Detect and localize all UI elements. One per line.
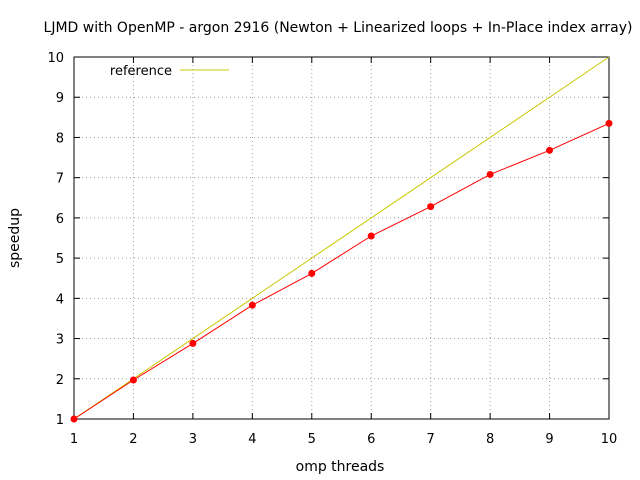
x-tick-label: 10	[601, 432, 618, 447]
x-tick-label: 1	[70, 432, 78, 447]
y-tick-label: 3	[56, 333, 64, 348]
y-tick-label: 7	[56, 172, 64, 187]
plot-frame	[73, 56, 610, 420]
y-tick-label: 9	[56, 91, 64, 106]
y-tick-label: 1	[56, 413, 64, 428]
data-point	[605, 119, 613, 127]
data-point	[486, 170, 494, 178]
x-tick-label: 8	[486, 432, 494, 447]
data-point	[189, 339, 197, 347]
series-line-reference	[73, 56, 610, 420]
y-tick-label: 10	[47, 51, 64, 66]
legend: reference	[110, 64, 229, 79]
y-tick-label: 2	[56, 373, 64, 388]
y-tick-label: 5	[56, 252, 64, 267]
data-point	[248, 301, 256, 309]
x-tick-label: 2	[129, 432, 137, 447]
x-tick-label: 5	[308, 432, 316, 447]
x-tick-label: 3	[189, 432, 197, 447]
x-axis-ticks: 1 2 3 4 5 6 7 8 9 10	[70, 57, 617, 447]
y-axis-ticks: 1 2 3 4 5 6 7 8 9 10	[47, 51, 609, 428]
x-axis-label: omp threads	[296, 459, 385, 475]
y-tick-label: 4	[56, 292, 64, 307]
data-point	[308, 269, 316, 277]
y-axis-label: speedup	[7, 208, 23, 268]
data-point	[129, 376, 137, 384]
y-tick-label: 8	[56, 131, 64, 146]
x-tick-label: 6	[367, 432, 375, 447]
data-point	[546, 146, 554, 154]
legend-label-reference: reference	[110, 64, 172, 79]
data-point	[70, 415, 78, 423]
x-tick-label: 4	[248, 432, 256, 447]
series-line-measured	[73, 122, 610, 420]
data-point	[427, 203, 435, 211]
data-point	[367, 232, 375, 240]
chart-title: LJMD with OpenMP - argon 2916 (Newton + …	[44, 20, 633, 36]
series-layer	[70, 56, 613, 423]
x-tick-label: 7	[427, 432, 435, 447]
y-tick-label: 6	[56, 212, 64, 227]
x-tick-label: 9	[545, 432, 553, 447]
